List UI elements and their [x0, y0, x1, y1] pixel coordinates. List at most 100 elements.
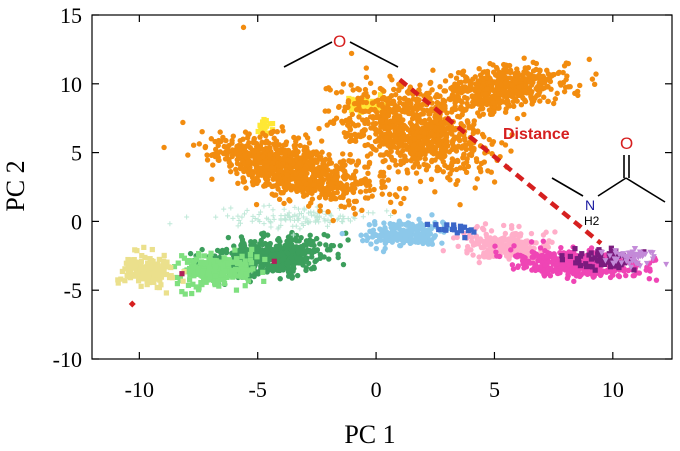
scatter-point — [278, 222, 284, 228]
scatter-point — [516, 84, 522, 90]
scatter-point — [602, 258, 609, 264]
scatter-point — [402, 142, 409, 149]
scatter-point — [537, 264, 543, 270]
scatter-point — [358, 95, 365, 101]
scatter-point — [454, 230, 460, 236]
scatter-point — [545, 83, 551, 90]
scatter-point — [277, 276, 283, 282]
scatter-point — [564, 275, 571, 282]
scatter-point — [318, 138, 325, 144]
scatter-point — [394, 224, 400, 230]
scatter-point — [503, 66, 509, 72]
scatter-point — [372, 107, 378, 114]
scatter-point — [435, 167, 441, 174]
scatter-point — [287, 165, 293, 171]
scatter-point — [461, 132, 467, 138]
scatter-point — [443, 227, 449, 233]
scatter-point — [480, 111, 487, 117]
scatter-point — [293, 164, 299, 170]
scatter-point — [157, 277, 163, 283]
scatter-point — [589, 76, 596, 82]
scatter-point — [259, 139, 265, 145]
scatter-point — [209, 176, 215, 182]
scatter-point — [483, 231, 489, 238]
scatter-point — [537, 73, 543, 80]
scatter-point — [230, 133, 237, 139]
scatter-point — [316, 194, 323, 201]
scatter-point — [375, 97, 381, 103]
scatter-point — [212, 273, 219, 279]
scatter-point — [592, 267, 598, 273]
scatter-point — [241, 211, 247, 217]
scatter-point — [535, 257, 542, 263]
x-axis-ticks: -10 -5 0 5 10 — [125, 15, 624, 402]
scatter-point — [476, 254, 482, 260]
scatter-point — [583, 263, 590, 270]
scatter-point — [494, 66, 500, 72]
scatter-point — [119, 268, 125, 275]
scatter-point — [538, 78, 544, 84]
scatter-point — [228, 205, 234, 211]
scatter-point — [396, 113, 403, 119]
scatter-point — [273, 175, 280, 181]
scatter-point — [406, 139, 413, 145]
scatter-point — [457, 137, 463, 144]
scatter-point — [447, 177, 453, 183]
scatter-point — [328, 213, 334, 219]
scatter-point — [322, 108, 328, 114]
scatter-point — [563, 60, 570, 66]
scatter-point — [650, 254, 657, 260]
scatter-point — [296, 256, 302, 262]
scatter-point — [410, 142, 417, 148]
scatter-point — [251, 273, 257, 280]
scatter-point — [458, 228, 465, 234]
scatter-point — [144, 281, 150, 288]
scatter-point — [206, 266, 213, 272]
scatter-point — [403, 185, 409, 192]
plot-frame — [91, 14, 673, 360]
y-axis-title: PC 2 — [1, 160, 30, 211]
scatter-point — [216, 283, 222, 289]
scatter-point — [259, 231, 265, 237]
scatter-point — [270, 213, 276, 219]
scatter-point — [421, 130, 427, 137]
scatter-point — [391, 144, 398, 150]
scatter-point — [377, 173, 383, 179]
scatter-point — [230, 259, 236, 265]
scatter-point — [371, 186, 377, 193]
scatter-point — [169, 275, 175, 281]
scatter-point — [540, 238, 547, 244]
scatter-point — [443, 126, 449, 133]
scatter-point — [232, 266, 239, 272]
scatter-point — [465, 228, 471, 234]
scatter-point — [343, 117, 349, 124]
scatter-point — [257, 218, 263, 224]
scatter-point — [464, 77, 470, 83]
scatter-point — [427, 80, 433, 87]
scatter-point — [376, 135, 383, 141]
scatter-point — [328, 186, 335, 192]
scatter-point — [572, 246, 578, 252]
scatter-point — [663, 261, 670, 268]
scatter-point — [314, 152, 320, 158]
scatter-point — [455, 89, 461, 96]
scatter-point — [306, 140, 313, 146]
distance-annotation: Distance — [398, 77, 603, 246]
scatter-point — [335, 254, 341, 261]
scatter-point — [256, 211, 262, 217]
scatter-point — [544, 67, 550, 74]
scatter-point — [440, 169, 447, 175]
scatter-point — [387, 220, 393, 227]
scatter-point — [527, 260, 533, 266]
scatter-point — [242, 258, 248, 264]
scatter-point — [297, 142, 303, 149]
scatter-point — [315, 171, 322, 178]
scatter-point — [349, 96, 355, 102]
scatter-point — [559, 257, 566, 263]
scatter-point — [182, 291, 188, 297]
scatter-point — [355, 159, 362, 166]
scatter-point — [264, 232, 271, 238]
scatter-point — [616, 273, 623, 280]
scatter-point — [266, 202, 272, 208]
scatter-point — [547, 273, 554, 279]
